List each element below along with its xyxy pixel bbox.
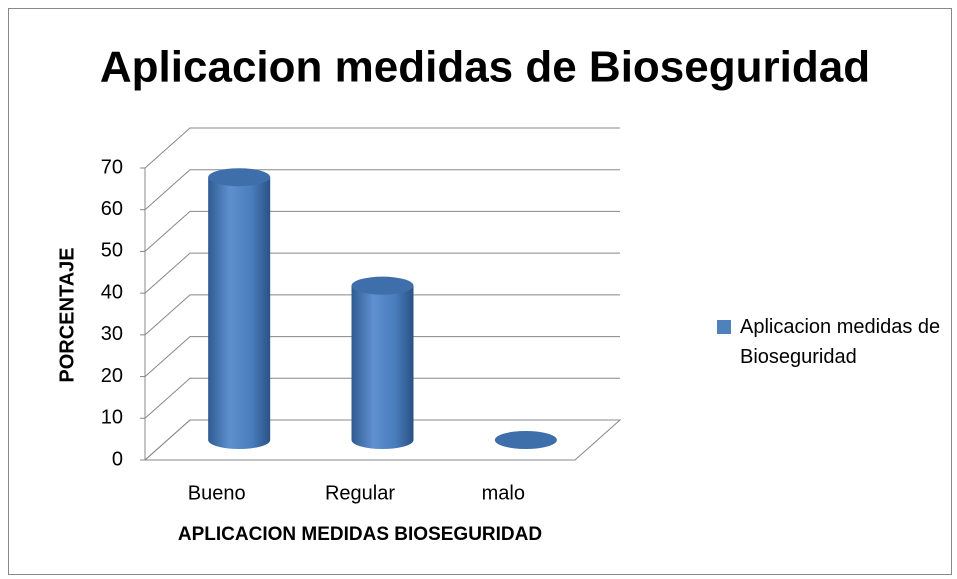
bar (208, 168, 271, 449)
y-tick-label: 70 (101, 156, 123, 178)
grid-line (144, 210, 620, 252)
grid-line (144, 419, 620, 461)
bar-top (494, 431, 557, 449)
grid-line (144, 252, 620, 294)
x-axis-title: APLICACION MEDIDAS BIOSEGURIDAD (178, 524, 542, 545)
y-tick-label: 30 (101, 323, 123, 345)
y-tick-label: 0 (112, 448, 123, 470)
y-tick-label: 20 (101, 365, 123, 387)
legend-swatch (717, 320, 731, 334)
chart-title: Aplicacion medidas de Bioseguridad (100, 43, 870, 92)
bar-body (208, 177, 271, 449)
y-tick-label: 50 (101, 240, 123, 262)
bar (494, 431, 557, 449)
chart-border (8, 8, 952, 575)
grid-line (144, 294, 620, 336)
legend-label: Aplicacion medidas de Bioseguridad (740, 316, 941, 368)
grid-line (144, 336, 620, 377)
grid-line (144, 169, 620, 211)
bar-body (351, 285, 414, 449)
bar-top (208, 168, 271, 187)
bar (351, 276, 414, 449)
grid-line (144, 377, 620, 419)
x-tick-label: Regular (325, 482, 395, 504)
x-tick-label: Bueno (188, 482, 246, 504)
y-tick-label: 60 (101, 198, 123, 220)
y-tick-label: 40 (101, 281, 123, 303)
bar-top (351, 276, 414, 295)
grid-line (144, 127, 620, 169)
y-axis-title: PORCENTAJE (56, 247, 78, 382)
x-tick-label: malo (482, 482, 525, 504)
y-tick-label: 10 (101, 407, 123, 429)
